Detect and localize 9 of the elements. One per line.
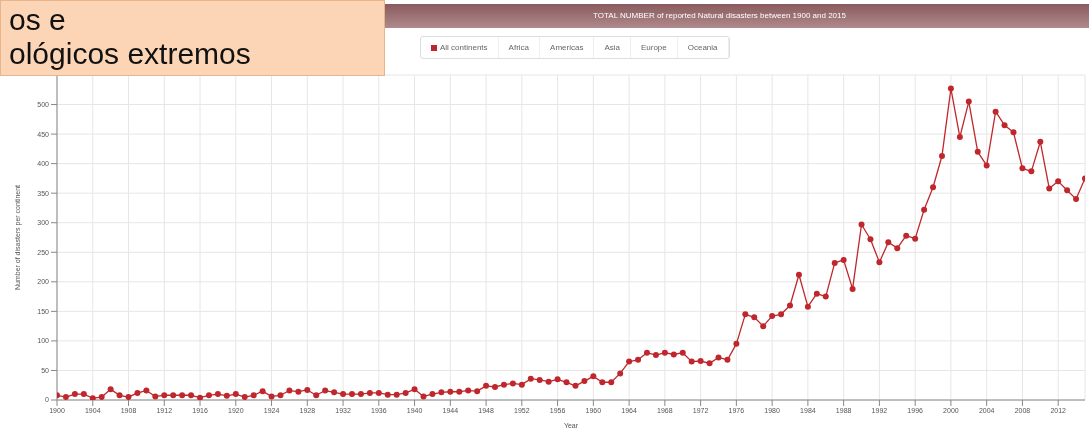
text: Americas [540, 37, 595, 58]
legend-label: All continents [440, 43, 488, 52]
chart-title: TOTAL NUMBER of reported Natural disasters between 1900 and 2015 [350, 4, 1089, 28]
text: Africa [498, 37, 541, 58]
text: Asia [594, 37, 631, 58]
slide-caption: os e [9, 3, 67, 37]
text: Europe [630, 37, 678, 58]
text: Oceania [677, 37, 729, 58]
slide-caption: ológicos extremos [9, 37, 252, 71]
